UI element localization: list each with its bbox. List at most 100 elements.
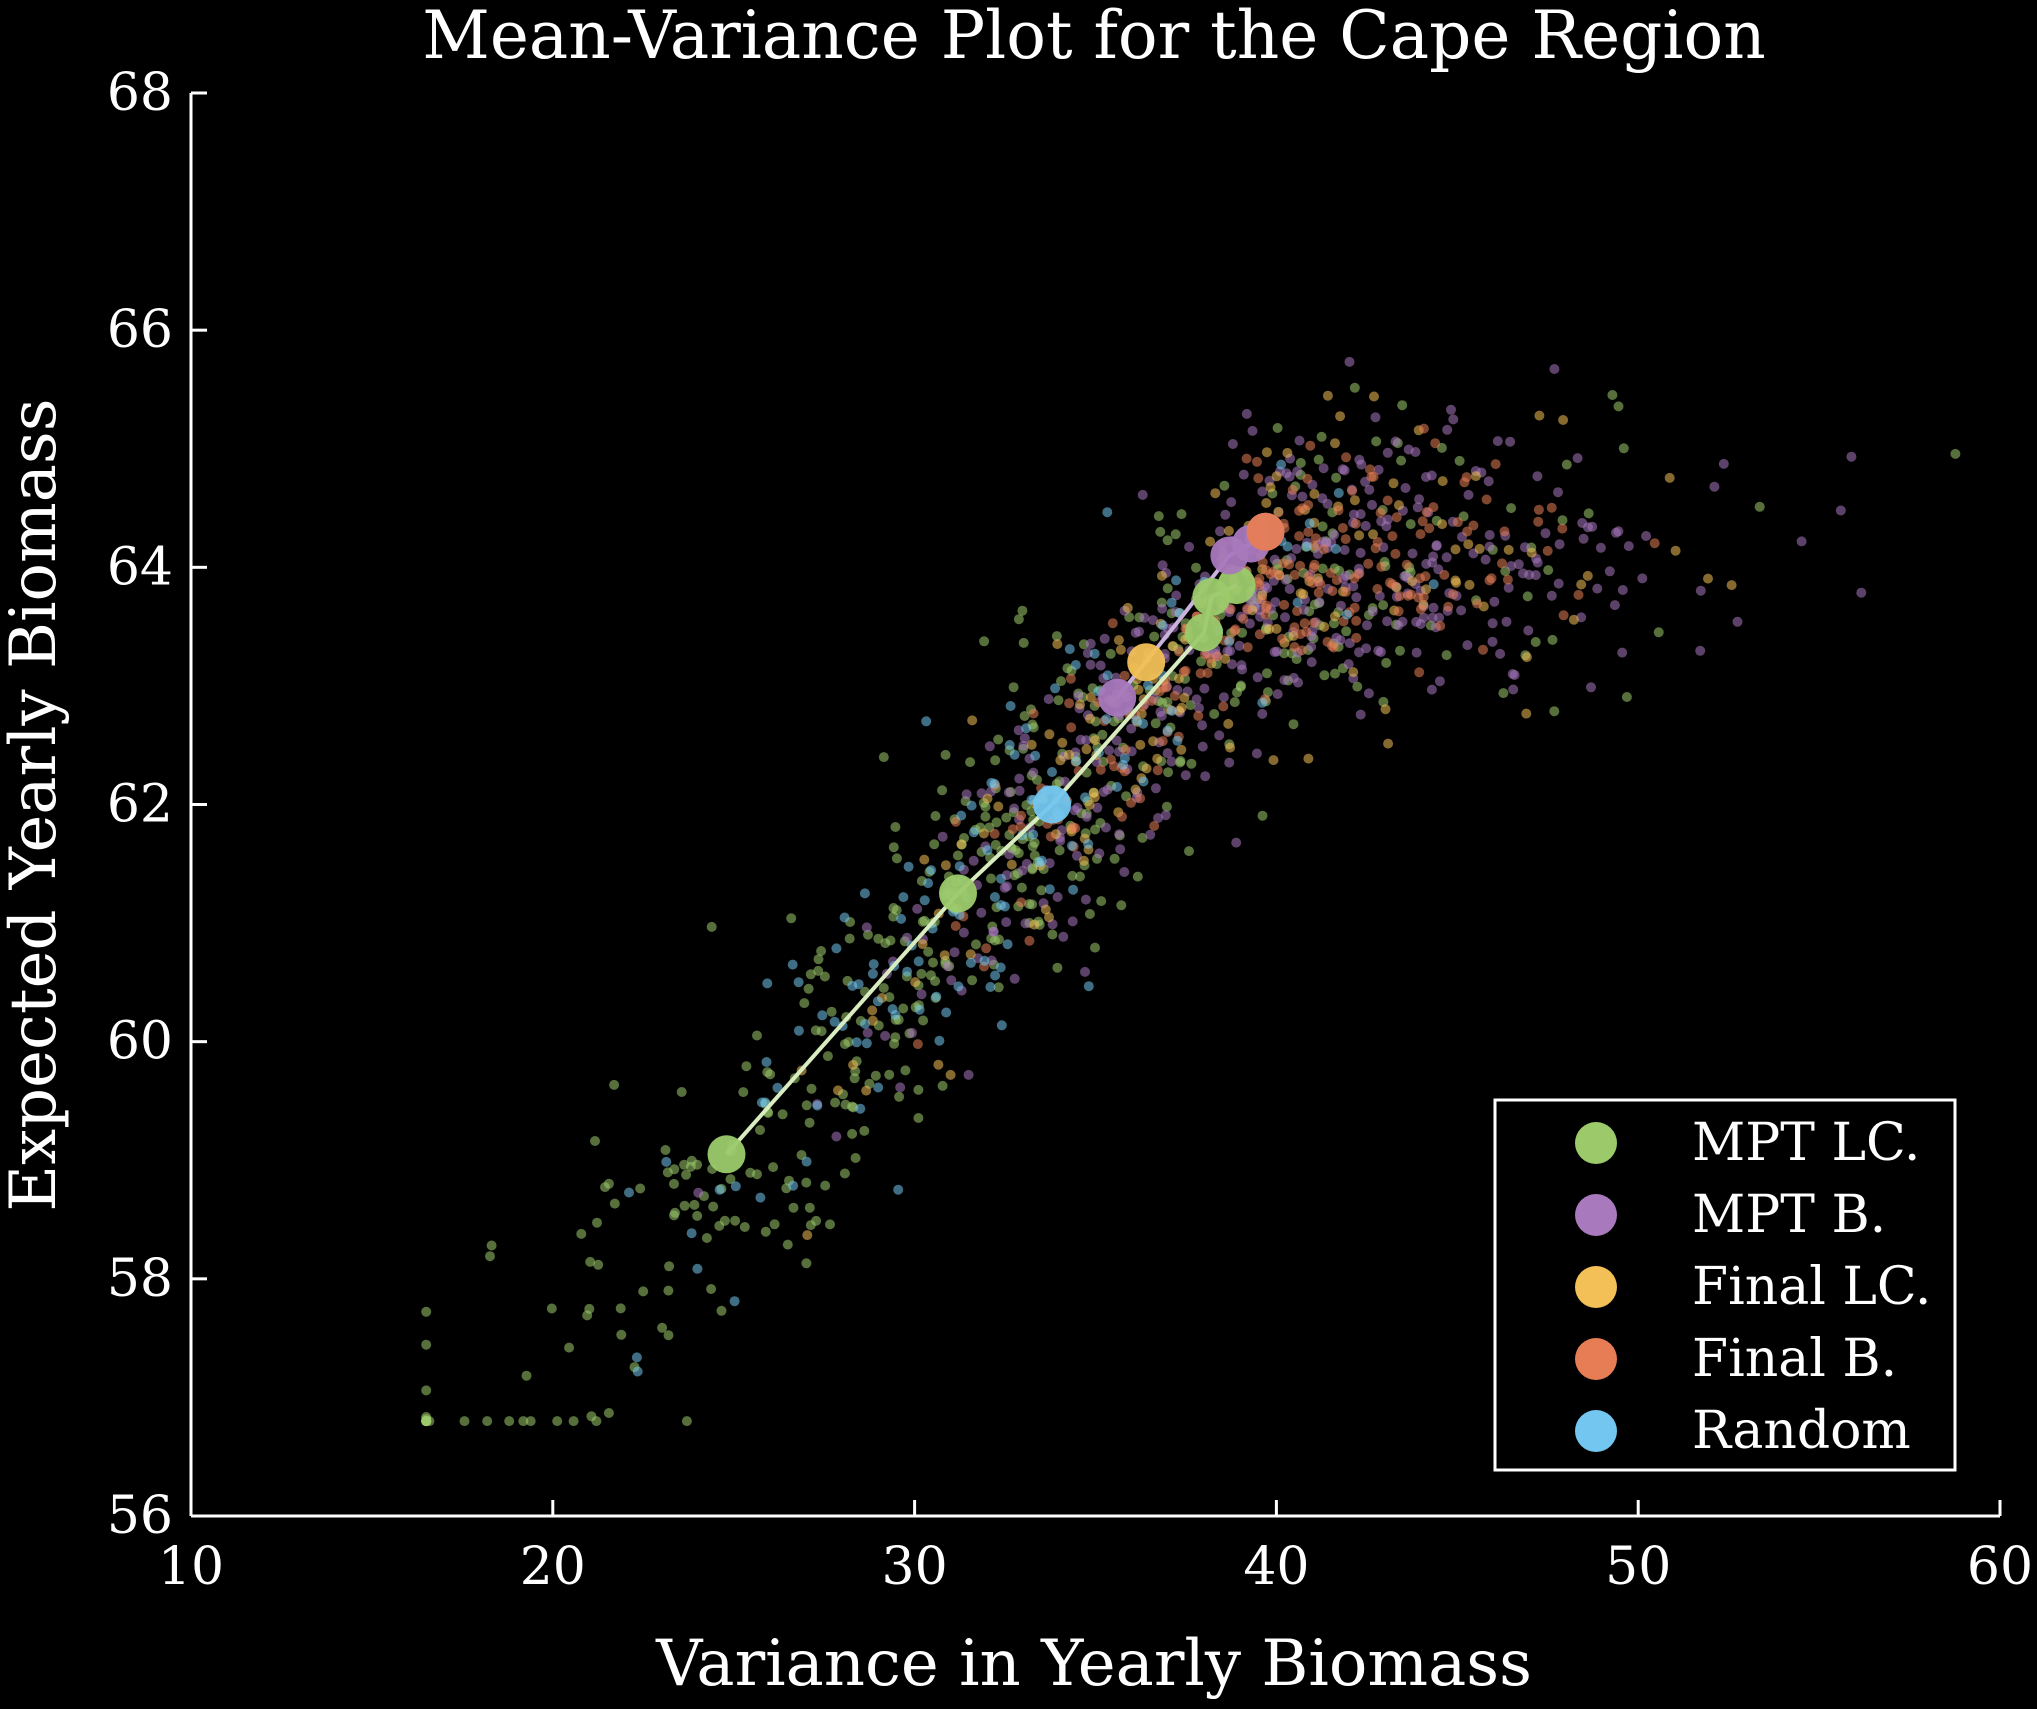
sample-point — [914, 1004, 925, 1015]
sample-point — [831, 943, 842, 954]
sample-point — [1415, 529, 1426, 540]
sample-point — [1344, 356, 1355, 367]
sample-point — [1501, 616, 1512, 627]
sample-point — [1437, 519, 1448, 530]
sample-point — [1191, 694, 1202, 705]
sample-point — [861, 1038, 872, 1049]
sample-point — [870, 1070, 881, 1081]
sample-point — [1166, 705, 1177, 716]
sample-point — [1001, 917, 1012, 928]
sample-point — [985, 982, 996, 992]
sample-point — [1030, 750, 1041, 761]
sample-point — [1530, 637, 1541, 647]
sample-point — [631, 1352, 642, 1363]
sample-point — [1064, 749, 1074, 760]
sample-point — [1435, 620, 1446, 631]
sample-point — [971, 939, 981, 950]
sample-point — [989, 892, 1000, 902]
sample-point — [1474, 543, 1485, 554]
sample-point — [1424, 523, 1435, 534]
x-tick-label: 50 — [1605, 1537, 1671, 1597]
sample-point — [1102, 507, 1113, 518]
point-mpt-b — [1098, 678, 1137, 717]
x-tick-label: 30 — [882, 1537, 948, 1597]
sample-point — [755, 1192, 766, 1203]
sample-point — [1253, 473, 1264, 484]
sample-point — [1306, 641, 1317, 652]
sample-point — [1430, 438, 1441, 449]
sample-point — [1431, 540, 1442, 551]
sample-point — [1367, 499, 1377, 510]
sample-point — [1018, 637, 1029, 648]
sample-point — [855, 1103, 866, 1114]
sample-point — [1291, 544, 1302, 554]
sample-point — [1071, 756, 1082, 767]
sample-point — [1280, 612, 1290, 623]
sample-point — [1472, 598, 1483, 609]
legend-label-final-b: Final B. — [1692, 1329, 1897, 1389]
sample-point — [1484, 575, 1495, 586]
sample-point — [1260, 609, 1271, 620]
sample-point — [803, 983, 814, 994]
sample-point — [1329, 529, 1340, 540]
x-tick-label: 10 — [158, 1537, 224, 1597]
sample-point — [1396, 455, 1407, 466]
sample-point — [1495, 648, 1506, 659]
x-tick-label: 40 — [1243, 1537, 1309, 1597]
sample-point — [1238, 613, 1249, 624]
sample-point — [898, 1003, 909, 1014]
sample-point — [1542, 545, 1553, 556]
sample-point — [504, 1416, 515, 1427]
sample-point — [1572, 453, 1583, 464]
sample-point — [1623, 541, 1634, 552]
sample-point — [1343, 659, 1354, 670]
sample-point — [782, 1239, 793, 1250]
legend-label-final-lc: Final LC. — [1692, 1257, 1931, 1317]
sample-point — [1067, 870, 1078, 881]
sample-point — [1492, 436, 1503, 447]
sample-point — [1052, 892, 1063, 902]
sample-point — [1301, 541, 1312, 552]
sample-point — [1303, 571, 1314, 582]
sample-point — [1153, 511, 1164, 522]
sample-point — [1331, 575, 1342, 586]
sample-point — [1215, 526, 1225, 537]
sample-point — [1016, 897, 1027, 908]
sample-point — [1265, 482, 1276, 493]
sample-point — [1075, 734, 1086, 745]
sample-point — [624, 1187, 634, 1198]
sample-point — [1044, 858, 1055, 869]
sample-point — [1090, 942, 1100, 953]
sample-point — [1754, 501, 1765, 512]
sample-point — [1287, 484, 1298, 495]
sample-point — [1001, 812, 1012, 823]
sample-point — [1099, 633, 1110, 644]
sample-point — [1107, 618, 1118, 629]
point-random — [1033, 785, 1072, 824]
sample-point — [1553, 578, 1564, 589]
sample-point — [942, 961, 953, 972]
sample-point — [801, 1156, 812, 1167]
sample-point — [1058, 931, 1069, 942]
sample-point — [949, 947, 960, 958]
sample-point — [1583, 508, 1594, 519]
sample-point — [1568, 614, 1579, 625]
sample-point — [1009, 973, 1020, 984]
sample-point — [1547, 634, 1558, 645]
sample-point — [1331, 472, 1342, 483]
sample-point — [1557, 515, 1568, 526]
sample-point — [1090, 735, 1101, 746]
sample-point — [1507, 669, 1518, 679]
sample-point — [1354, 454, 1365, 465]
sample-point — [609, 1198, 620, 1209]
sample-point — [1149, 631, 1160, 642]
sample-point — [1463, 489, 1474, 500]
sample-point — [1295, 560, 1306, 571]
sample-point — [1271, 623, 1282, 634]
sample-point — [1319, 621, 1330, 632]
sample-point — [1456, 605, 1467, 616]
sample-point — [941, 1007, 952, 1018]
sample-point — [1146, 695, 1157, 706]
sample-point — [1421, 558, 1432, 569]
